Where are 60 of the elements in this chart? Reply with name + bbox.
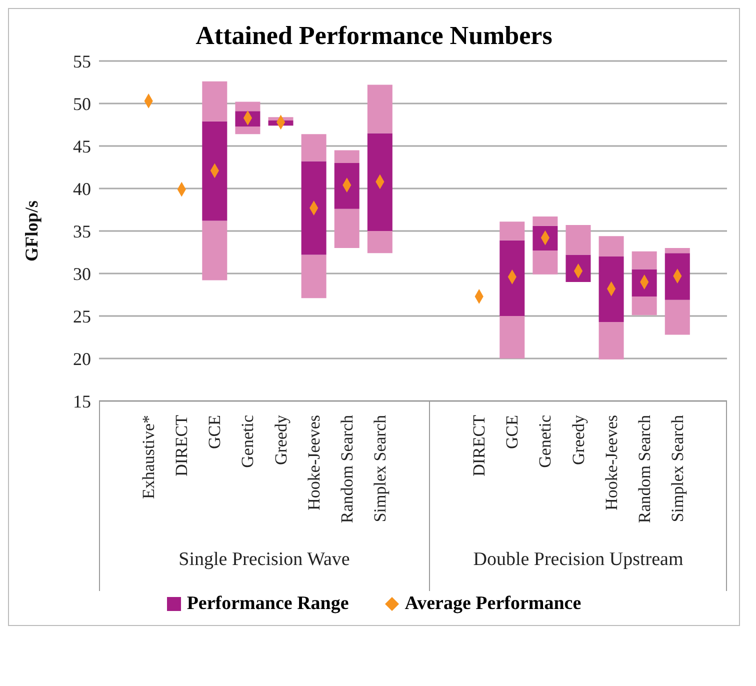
bar (235, 126, 260, 134)
bar (532, 250, 558, 274)
y-tick-label: 20 (73, 348, 91, 369)
bar (334, 163, 360, 209)
bar (235, 102, 260, 112)
bar (367, 231, 392, 254)
y-tick-label: 45 (73, 136, 91, 156)
text: Double Precision Upstream (472, 549, 684, 571)
bar (334, 208, 360, 248)
y-tick-label: 55 (73, 51, 91, 72)
x-tick-label: Simplex Search (370, 414, 390, 522)
y-tick-label: 40 (73, 178, 91, 199)
x-tick-label: GCE (502, 415, 522, 449)
bar (367, 133, 392, 231)
y-tick-label: 15 (73, 391, 91, 412)
y-tick-label: 50 (73, 94, 91, 114)
legend-label: Average Performance (404, 593, 582, 615)
bar (566, 225, 591, 255)
x-tick-label: Random Search (634, 414, 654, 524)
bar (632, 296, 657, 316)
x-tick-label: Genetic (536, 414, 555, 468)
legend-label: Performance Range (186, 593, 349, 615)
x-tick-label: Exhaustive* (139, 415, 158, 500)
bar (598, 236, 624, 256)
bar (334, 150, 360, 163)
y-tick-label: 35 (73, 221, 91, 242)
x-tick-label: Simplex Search (668, 414, 687, 522)
x-tick-label: GCE (205, 415, 224, 449)
x-tick-label: Greedy (271, 414, 290, 466)
bar (500, 222, 525, 240)
x-tick-label: DIRECT (470, 414, 489, 476)
x-tick-label: Hooke-Jeeves (304, 415, 324, 510)
bar (202, 220, 228, 280)
bar (367, 84, 392, 134)
bar (202, 81, 228, 122)
bar (500, 316, 525, 358)
bar (202, 121, 228, 221)
bar (664, 253, 690, 300)
bar (632, 269, 657, 296)
x-tick-label: Genetic (238, 414, 258, 468)
bar (598, 256, 624, 322)
bar (598, 322, 624, 360)
bar (301, 161, 326, 255)
x-tick-label: DIRECT (172, 414, 192, 476)
y-axis-title: GFlop/s (21, 200, 42, 262)
bar (500, 240, 525, 316)
bar (664, 300, 690, 335)
text: Single Precision Wave (178, 549, 351, 571)
y-tick-label: 30 (73, 264, 91, 284)
x-tick-label: Greedy (568, 414, 588, 466)
bar (301, 134, 326, 162)
bar (664, 248, 690, 254)
x-tick-label: Random Search (337, 414, 356, 524)
bar (301, 254, 326, 298)
y-tick-label: 25 (73, 306, 91, 326)
bar (566, 254, 591, 282)
bar (632, 251, 657, 270)
x-tick-label: Hooke-Jeeves (602, 415, 621, 510)
bar (532, 216, 558, 226)
chart-title: Attained Performance Numbers (194, 21, 554, 51)
